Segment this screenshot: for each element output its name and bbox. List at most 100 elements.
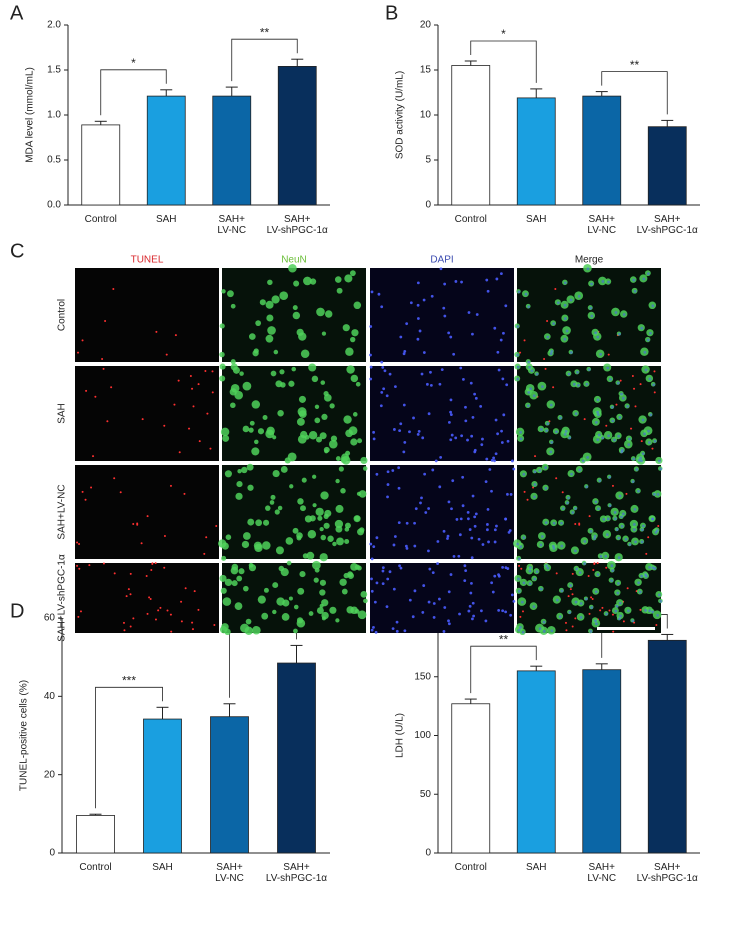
dapi-nucleus: [583, 562, 586, 565]
neun-cell: [319, 579, 327, 586]
dapi-nucleus: [375, 472, 379, 476]
dapi-nucleus: [449, 573, 453, 576]
dapi-nucleus: [624, 537, 628, 541]
dapi-nucleus: [370, 557, 374, 561]
tunel-dot: [532, 486, 535, 489]
dapi-nucleus: [391, 627, 395, 631]
dapi-nucleus: [516, 377, 520, 381]
dapi-nucleus: [375, 581, 379, 585]
dapi-nucleus: [501, 609, 505, 613]
neun-cell: [293, 280, 300, 287]
dapi-nucleus: [649, 413, 653, 417]
dapi-nucleus: [504, 304, 508, 308]
tunel-dot: [84, 498, 87, 501]
dapi-nucleus: [416, 303, 420, 307]
dapi-nucleus: [511, 459, 514, 463]
dapi-nucleus: [470, 556, 474, 560]
dapi-nucleus: [404, 544, 408, 548]
neun-cell: [343, 572, 349, 579]
dapi-nucleus: [458, 612, 461, 616]
dapi-nucleus: [372, 545, 376, 549]
dapi-nucleus: [469, 381, 473, 385]
dapi-nucleus: [428, 567, 432, 571]
neun-cell: [293, 628, 298, 634]
neun-cell: [335, 504, 344, 513]
neun-cell: [351, 329, 359, 337]
error-bar: [661, 119, 674, 127]
dapi-nucleus: [452, 555, 456, 558]
dapi-nucleus: [398, 564, 401, 568]
dapi-nucleus: [468, 604, 472, 608]
neun-cell: [219, 626, 228, 634]
dapi-nucleus: [615, 604, 619, 608]
tunel-dot: [565, 629, 568, 632]
tunel-dot: [165, 353, 168, 356]
neun-cell: [265, 429, 275, 439]
dapi-nucleus: [598, 479, 602, 483]
dapi-nucleus: [487, 540, 490, 544]
error-bar: [530, 88, 543, 98]
x-tick-line: SAH+: [654, 214, 681, 225]
tunel-dot: [571, 572, 574, 575]
neun-cell: [252, 625, 261, 635]
x-tick-label: SAH: [526, 862, 547, 873]
dapi-nucleus: [528, 566, 532, 569]
neun-cell: [272, 582, 279, 589]
dapi-nucleus: [658, 459, 661, 463]
tunel-dot: [191, 621, 194, 624]
dapi-nucleus: [639, 456, 643, 460]
dapi-nucleus: [605, 533, 609, 537]
neun-cell: [231, 580, 238, 587]
x-tick-label: SAH+ LV-shPGC-1α: [637, 862, 698, 884]
error-bar: [156, 706, 169, 720]
dapi-nucleus: [605, 612, 608, 616]
x-tick-line: LV-NC: [215, 873, 244, 884]
neun-cell: [296, 417, 305, 426]
dapi-nucleus: [402, 403, 406, 407]
x-tick-line: Control: [455, 862, 487, 873]
dapi-nucleus: [596, 398, 600, 402]
error-bar: [464, 60, 477, 66]
tunel-dot: [112, 287, 115, 290]
error-bar: [89, 813, 102, 816]
tunel-dot: [593, 563, 596, 566]
dapi-nucleus: [467, 609, 471, 613]
dapi-nucleus: [450, 433, 454, 437]
x-tick-line: LV-shPGC-1α: [266, 873, 327, 884]
dapi-nucleus: [628, 543, 632, 546]
significance-bracket: [231, 38, 298, 82]
neun-cell: [344, 274, 353, 283]
dapi-nucleus: [484, 480, 488, 483]
dapi-nucleus: [438, 485, 442, 489]
dapi-nucleus: [576, 383, 580, 387]
dapi-nucleus: [585, 382, 589, 386]
dapi-nucleus: [403, 629, 407, 633]
dapi-nucleus: [563, 303, 567, 307]
dapi-nucleus: [439, 456, 443, 459]
dapi-nucleus: [369, 365, 373, 369]
dapi-nucleus: [429, 370, 432, 374]
dapi-nucleus: [425, 382, 429, 386]
dapi-nucleus: [499, 272, 503, 276]
bar: [582, 669, 622, 854]
bar: [76, 815, 115, 854]
dapi-nucleus: [640, 540, 644, 544]
error-bar: [595, 663, 608, 670]
dapi-nucleus: [519, 625, 522, 629]
dapi-nucleus: [472, 614, 476, 618]
dapi-nucleus: [637, 581, 641, 585]
dapi-nucleus: [454, 436, 458, 440]
neun-cell: [303, 276, 312, 286]
neun-cell: [230, 359, 236, 365]
dapi-nucleus: [471, 416, 475, 419]
dapi-nucleus: [471, 494, 475, 498]
dapi-nucleus: [541, 385, 544, 389]
dapi-nucleus: [609, 377, 612, 381]
dapi-nucleus: [587, 368, 591, 372]
neun-cell: [312, 474, 317, 479]
tunel-dot: [203, 552, 206, 555]
dapi-nucleus: [550, 350, 554, 353]
tunel-dot: [102, 367, 105, 370]
neun-cell: [242, 381, 252, 391]
neun-cell: [345, 347, 354, 356]
